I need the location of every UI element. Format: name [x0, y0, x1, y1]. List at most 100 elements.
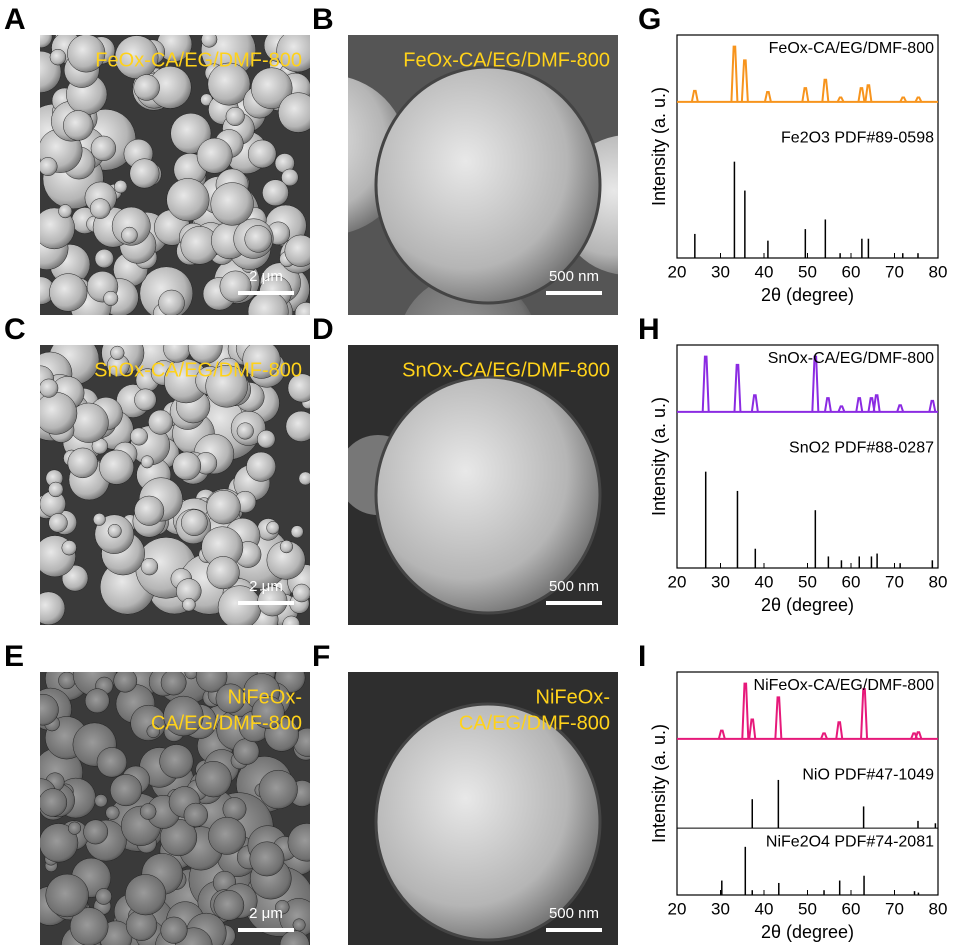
particle	[236, 422, 254, 440]
particle	[40, 823, 79, 863]
panel-label: H	[638, 313, 660, 346]
particle	[210, 182, 254, 226]
x-tick-label: 50	[798, 899, 817, 918]
particle	[67, 447, 98, 479]
particle	[246, 451, 276, 482]
particle	[225, 106, 245, 126]
sphere	[374, 702, 602, 942]
caption: NiFeOx-	[536, 686, 610, 708]
particle	[40, 693, 59, 726]
particle	[242, 345, 281, 379]
particle	[99, 449, 135, 485]
peak	[823, 397, 832, 413]
particle	[279, 930, 310, 945]
scale-bar-label: 500 nm	[549, 905, 599, 922]
particle	[206, 556, 240, 590]
x-tick-label: 70	[885, 572, 904, 591]
particle	[278, 92, 310, 133]
x-tick-label: 40	[755, 262, 774, 281]
particle	[133, 74, 160, 101]
caption: FeOx-CA/EG/DMF-800	[95, 49, 302, 71]
particle	[172, 451, 202, 481]
peak	[748, 718, 757, 740]
sem-image	[348, 345, 618, 625]
particle	[184, 672, 198, 680]
x-tick-label: 70	[885, 899, 904, 918]
particle	[40, 788, 68, 817]
particle	[160, 916, 188, 944]
peak	[899, 96, 908, 103]
particle	[215, 683, 246, 714]
sem-content	[348, 345, 618, 625]
particle	[49, 48, 67, 66]
particle	[129, 158, 160, 189]
panel-label: F	[312, 640, 330, 673]
particle	[163, 345, 192, 363]
particle	[284, 234, 310, 267]
particle	[160, 672, 187, 696]
particle	[282, 615, 300, 625]
scale-bar-label: 500 nm	[549, 578, 599, 595]
particle	[285, 410, 310, 442]
particle	[166, 178, 210, 222]
particle	[67, 35, 106, 73]
x-tick-label: 60	[842, 899, 861, 918]
particle	[279, 540, 294, 554]
particle	[92, 513, 106, 526]
plot-frame	[676, 671, 939, 896]
particle	[40, 591, 66, 625]
particle	[40, 157, 58, 176]
x-tick-label: 60	[842, 572, 861, 591]
particle	[121, 226, 138, 244]
particle	[281, 168, 299, 187]
peak	[690, 89, 699, 103]
particle	[187, 345, 223, 364]
particle	[94, 794, 108, 808]
particle	[250, 67, 293, 110]
particle	[40, 207, 75, 250]
particle	[266, 521, 280, 535]
particle	[107, 524, 122, 538]
x-tick-label: 60	[842, 262, 861, 281]
particle	[181, 509, 208, 536]
panel-label: E	[4, 640, 24, 673]
peak	[730, 45, 739, 102]
particle	[298, 471, 310, 486]
particle	[69, 907, 109, 945]
peak	[928, 399, 937, 413]
x-tick-label: 50	[798, 262, 817, 281]
particle	[125, 874, 167, 916]
sphere	[374, 375, 602, 615]
particle	[114, 180, 128, 194]
particle	[287, 823, 310, 862]
peak	[835, 721, 844, 740]
series-label: NiFe2O4 PDF#74-2081	[766, 833, 934, 850]
x-axis-label: 2θ (degree)	[761, 285, 854, 305]
panel-label: G	[638, 3, 661, 36]
particle	[61, 540, 77, 556]
peak	[867, 397, 876, 413]
x-tick-label: 20	[668, 899, 687, 918]
particle	[58, 204, 73, 219]
particle	[40, 378, 59, 398]
particle	[258, 769, 298, 810]
particle	[49, 273, 88, 312]
y-axis-label: Intensity (a. u.)	[649, 397, 669, 516]
peak	[750, 394, 759, 413]
peak	[872, 394, 881, 413]
particle	[183, 802, 208, 828]
particle	[244, 225, 272, 253]
particle	[195, 672, 228, 693]
particle	[48, 481, 64, 498]
x-tick-label: 30	[711, 572, 730, 591]
peak	[864, 84, 873, 103]
peak	[857, 87, 866, 103]
particle	[158, 289, 185, 315]
particle	[140, 557, 159, 576]
particle	[139, 803, 157, 820]
particle	[110, 345, 125, 361]
series-label: SnOx-CA/EG/DMF-800	[768, 350, 934, 367]
plot-frame	[676, 34, 939, 259]
sem-image	[348, 35, 618, 315]
peak	[821, 78, 830, 102]
